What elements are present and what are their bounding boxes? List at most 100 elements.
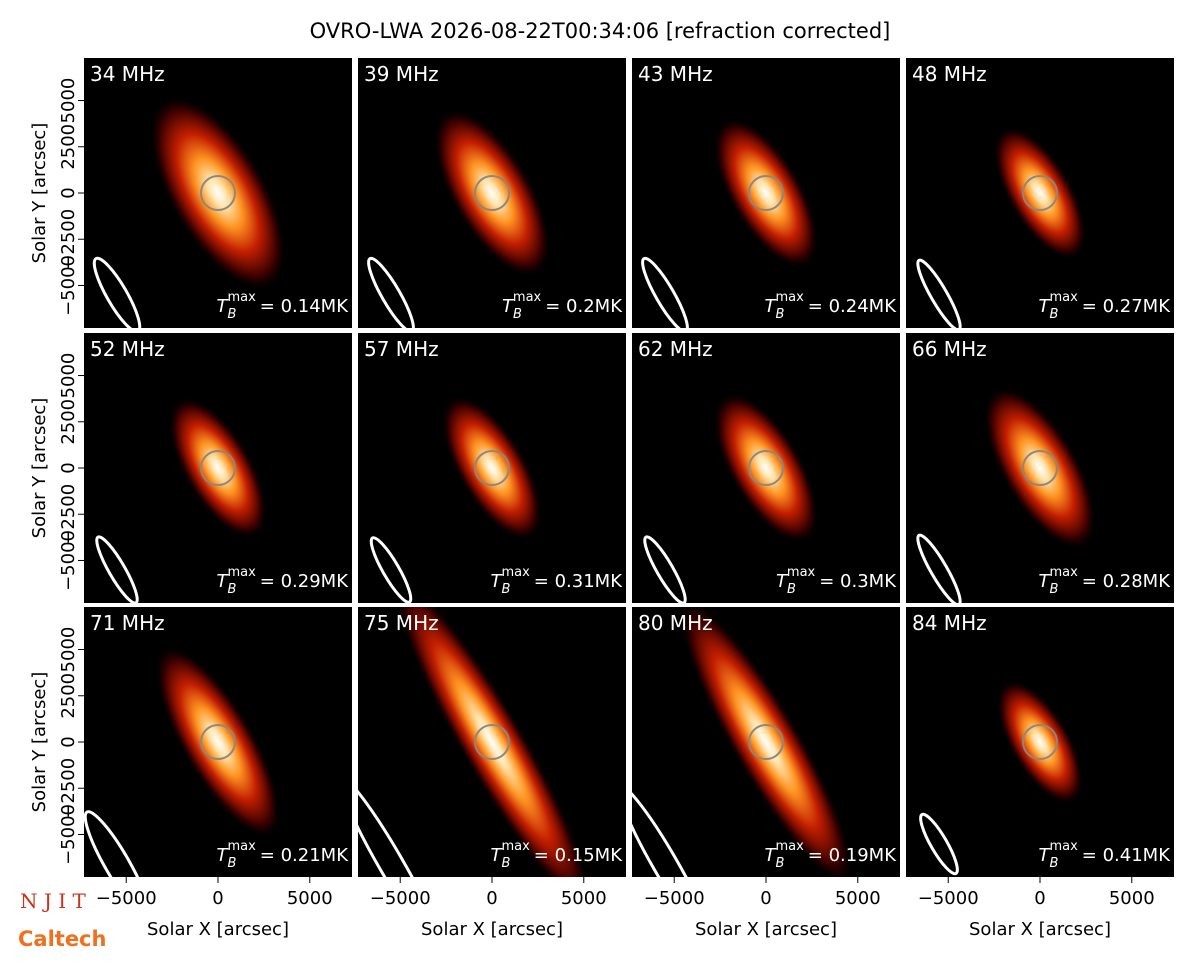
tb-sup: max xyxy=(1049,565,1078,580)
panel-label: 75 MHz xyxy=(364,611,439,635)
tb-symbol: T xyxy=(217,571,230,592)
panel xyxy=(84,58,352,328)
beam xyxy=(916,258,962,328)
tb-sup: max xyxy=(227,565,256,580)
tb-value: = 0.28MK xyxy=(1082,571,1171,592)
tb-symbol: T xyxy=(1039,296,1052,317)
tb-annotation: TBmax = 0.2MK xyxy=(502,290,623,322)
solar-disk xyxy=(748,724,784,760)
emission xyxy=(713,117,819,269)
panel xyxy=(906,58,1174,328)
y-tick-label: 2500 xyxy=(58,399,79,445)
tb-sup: max xyxy=(1049,839,1078,854)
tb-sub: B xyxy=(502,582,511,597)
panel xyxy=(906,607,1174,877)
solar-disk xyxy=(200,175,236,211)
x-tick-label: −5000 xyxy=(370,888,431,909)
beam xyxy=(641,256,689,328)
y-tick-label: 5000 xyxy=(58,78,79,124)
y-tick-label: 5000 xyxy=(58,353,79,399)
y-tick-label: −5000 xyxy=(58,255,79,316)
panel-label: 80 MHz xyxy=(638,611,713,635)
tb-sub: B xyxy=(513,307,522,322)
y-tick-label: −5000 xyxy=(58,530,79,591)
tb-value: = 0.27MK xyxy=(1082,296,1171,317)
solar-disk xyxy=(1022,175,1058,211)
y-tick-label: −2500 xyxy=(58,484,79,545)
tb-sub: B xyxy=(228,856,237,871)
tb-annotation: TBmax = 0.3MK xyxy=(776,565,897,597)
emission xyxy=(154,645,282,839)
x-tick-label: 5000 xyxy=(835,888,881,909)
tb-symbol: T xyxy=(502,296,515,317)
tb-value: = 0.14MK xyxy=(260,296,349,317)
logo-njit: N J I T xyxy=(20,889,86,913)
tb-sup: max xyxy=(501,839,530,854)
tb-annotation: TBmax = 0.14MK xyxy=(217,290,350,322)
beam xyxy=(632,784,713,877)
tb-sub: B xyxy=(1050,856,1059,871)
panel xyxy=(632,333,900,603)
emission xyxy=(678,607,854,877)
y-tick-label: −2500 xyxy=(58,209,79,270)
solar-disk xyxy=(1022,724,1058,760)
panel xyxy=(358,333,626,603)
x-tick-label: 5000 xyxy=(1109,888,1155,909)
panel xyxy=(358,607,626,877)
panel-label: 48 MHz xyxy=(912,62,987,86)
emission xyxy=(149,94,287,292)
tb-value: = 0.24MK xyxy=(808,296,897,317)
tb-symbol: T xyxy=(491,845,504,866)
panel-label: 84 MHz xyxy=(912,611,987,635)
beam xyxy=(358,775,444,877)
tb-sup: max xyxy=(1049,290,1078,305)
tb-annotation: TBmax = 0.28MK xyxy=(1039,565,1172,597)
x-axis-label: Solar X [arcsec] xyxy=(969,919,1111,940)
solar-disk xyxy=(748,450,784,486)
x-tick-label: 5000 xyxy=(561,888,607,909)
panel xyxy=(84,607,352,877)
tb-sup: max xyxy=(227,839,256,854)
tb-sub: B xyxy=(1050,582,1059,597)
tb-symbol: T xyxy=(1039,845,1052,866)
emission xyxy=(441,394,543,542)
tb-annotation: TBmax = 0.19MK xyxy=(765,839,898,871)
tb-value: = 0.41MK xyxy=(1082,845,1171,866)
tb-value: = 0.31MK xyxy=(534,571,623,592)
tb-sup: max xyxy=(775,290,804,305)
panel xyxy=(632,607,900,877)
tb-sub: B xyxy=(776,307,785,322)
tb-sub: B xyxy=(228,307,237,322)
x-tick-label: −5000 xyxy=(96,888,157,909)
emission xyxy=(713,392,819,544)
tb-annotation: TBmax = 0.29MK xyxy=(217,565,350,597)
tb-annotation: TBmax = 0.24MK xyxy=(765,290,898,322)
beam xyxy=(95,535,139,603)
emission xyxy=(433,108,551,278)
y-tick-label: −5000 xyxy=(58,804,79,865)
panel xyxy=(906,333,1174,603)
tb-symbol: T xyxy=(776,571,789,592)
x-tick-label: 0 xyxy=(760,888,771,909)
x-tick-label: −5000 xyxy=(644,888,705,909)
y-tick-label: 5000 xyxy=(58,627,79,673)
x-tick-label: 0 xyxy=(486,888,497,909)
beam xyxy=(367,256,415,328)
tb-annotation: TBmax = 0.21MK xyxy=(217,839,350,871)
tb-annotation: TBmax = 0.31MK xyxy=(491,565,624,597)
tb-annotation: TBmax = 0.15MK xyxy=(491,839,624,871)
panel-label: 62 MHz xyxy=(638,337,713,361)
emission xyxy=(993,126,1087,260)
tb-value: = 0.21MK xyxy=(260,845,349,866)
tb-sub: B xyxy=(776,856,785,871)
x-tick-label: 0 xyxy=(212,888,223,909)
emission xyxy=(983,386,1097,550)
y-axis-label: Solar Y [arcsec] xyxy=(29,672,50,813)
solar-disk xyxy=(474,724,510,760)
tb-annotation: TBmax = 0.27MK xyxy=(1039,290,1172,322)
y-axis-label: Solar Y [arcsec] xyxy=(29,398,50,539)
panel-label: 34 MHz xyxy=(90,62,165,86)
x-axis-label: Solar X [arcsec] xyxy=(147,919,289,940)
panel-label: 52 MHz xyxy=(90,337,165,361)
